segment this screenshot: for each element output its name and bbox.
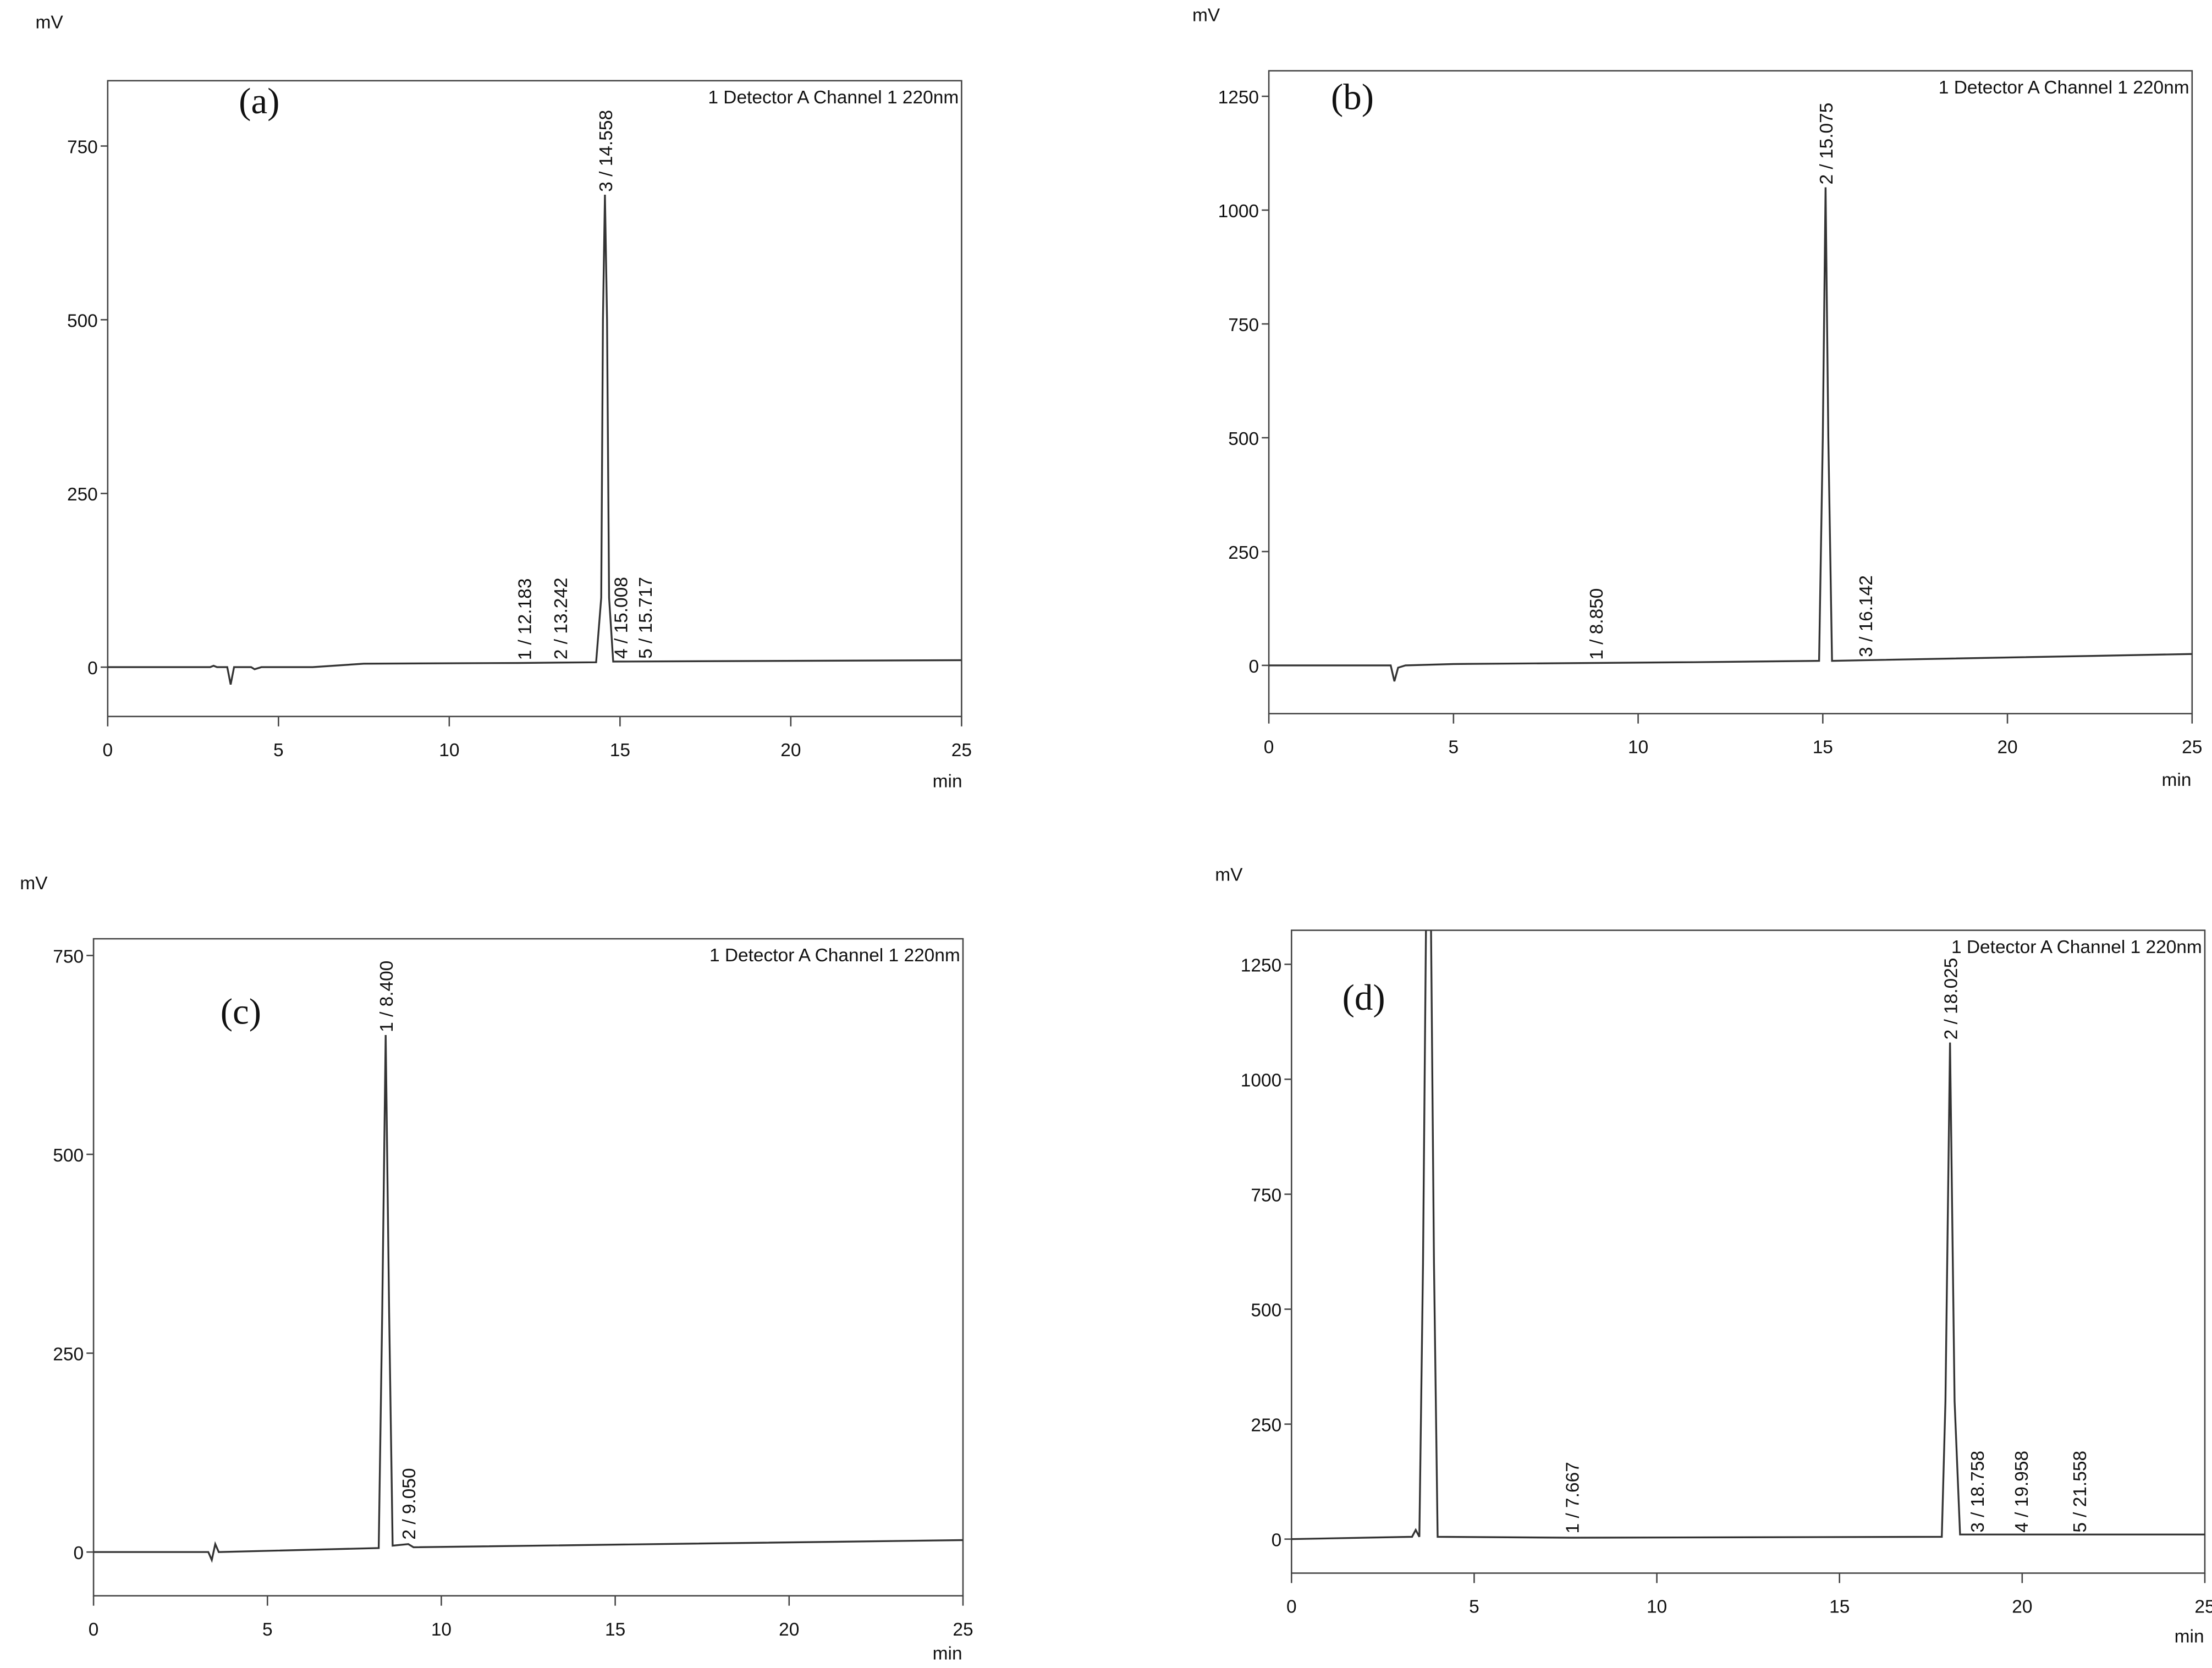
y-tick-label: 1250 [1241,955,1281,976]
x-tick-label: 5 [1469,1597,1479,1617]
x-tick-label: 10 [431,1620,452,1640]
x-unit: min [933,772,962,792]
y-tick-label: 500 [67,311,98,331]
x-tick-label: 25 [2182,737,2202,758]
y-tick-label: 1000 [1241,1070,1281,1091]
y-tick-label: 500 [1251,1300,1281,1320]
peak-label: 3 / 18.758 [1968,1451,1988,1533]
peak-label: 3 / 14.558 [596,110,617,192]
plot-frame [1290,929,2206,1574]
y-tick-label: 0 [87,658,98,679]
x-unit: min [933,1644,962,1664]
x-tick-label: 5 [262,1620,273,1640]
y-unit: mV [1215,865,1243,885]
peak-label: 3 / 16.142 [1856,575,1877,657]
legend-label: 1 Detector A Channel 1 220nm [709,945,960,966]
x-tick-label: 25 [953,1620,973,1640]
y-tick-label: 1000 [1218,201,1259,222]
x-tick-label: 15 [610,740,630,761]
x-tick-label: 0 [1286,1597,1297,1617]
x-tick-label: 15 [1829,1597,1850,1617]
panel-label: (b) [1331,76,1374,117]
trace [107,194,962,685]
y-tick-label: 250 [1251,1415,1281,1435]
trace [1291,930,2205,1540]
y-tick-label: 250 [53,1344,84,1364]
plot-frame [1268,70,2193,714]
x-unit: min [2175,1627,2204,1647]
peak-label: 2 / 13.242 [551,577,571,659]
x-tick-label: 25 [2194,1597,2212,1617]
y-tick-label: 1250 [1218,87,1259,108]
panel-label: (a) [239,81,279,122]
peak-label: 2 / 15.075 [1817,103,1837,185]
x-tick-label: 25 [951,740,972,761]
panel-label: (d) [1342,977,1385,1018]
x-tick-label: 10 [439,740,459,761]
trace [1269,187,2192,682]
chart: 0 250 500 750 1000 1250 0 5 10 15 20 25 mV min (b) 1 De… [1192,5,2202,790]
plot-frame [107,80,962,718]
y-tick-label: 750 [1251,1185,1281,1205]
y-unit: mV [1192,5,1220,26]
panel-label: (c) [221,992,261,1032]
x-tick-label: 20 [2012,1597,2032,1617]
y-tick-label: 0 [1272,1530,1282,1550]
plot-frame [92,938,964,1597]
x-tick-label: 0 [89,1620,99,1640]
x-tick-label: 10 [1647,1597,1667,1617]
x-tick-label: 0 [1264,737,1274,758]
peak-label: 5 / 21.558 [2070,1451,2090,1533]
peak-label: 1 / 7.667 [1562,1462,1583,1533]
y-tick-label: 250 [67,485,98,505]
x-tick-label: 10 [1628,737,1648,758]
x-tick-label: 15 [1813,737,1833,758]
peak-label: 4 / 15.008 [612,577,632,659]
chart: 0 250 500 750 0 5 10 15 20 25 mV min (c) 1 Detector A… [20,873,973,1664]
y-unit: mV [36,12,64,32]
y-tick-label: 750 [67,137,98,157]
peak-label: 2 / 18.025 [1941,958,1962,1040]
x-tick-label: 5 [1449,737,1459,758]
peak-label: 1 / 8.400 [377,961,397,1032]
x-tick-label: 0 [103,740,113,761]
x-tick-label: 15 [605,1620,625,1640]
peak-label: 2 / 9.050 [399,1468,420,1539]
x-tick-label: 20 [1997,737,2017,758]
peak-label: 1 / 12.183 [515,578,535,660]
peak-label: 4 / 19.958 [2012,1451,2032,1533]
legend-label: 1 Detector A Channel 1 220nm [708,87,959,108]
y-tick-label: 250 [1228,543,1259,563]
y-tick-label: 0 [73,1543,84,1564]
y-tick-label: 0 [1248,657,1259,677]
y-tick-label: 500 [1228,429,1259,449]
x-unit: min [2162,770,2192,790]
y-tick-label: 750 [53,946,84,967]
peak-label: 1 / 8.850 [1587,588,1607,660]
peak-label: 5 / 15.717 [636,577,656,659]
x-tick-label: 5 [273,740,284,761]
y-tick-label: 500 [53,1146,84,1166]
chart: 0 250 500 750 0 5 10 15 20 25 mV min (a) 1 Detector A… [36,12,972,791]
legend-label: 1 Detector A Channel 1 220nm [1951,937,2202,957]
legend-label: 1 Detector A Channel 1 220nm [1939,78,2189,98]
x-tick-label: 20 [780,740,801,761]
chart: 0 250 500 750 1000 1250 0 5 10 15 20 25 mV min (d) 1 De… [1215,865,2212,1647]
trace [93,1035,963,1564]
y-unit: mV [20,873,48,894]
x-tick-label: 20 [779,1620,799,1640]
y-tick-label: 750 [1228,315,1259,335]
